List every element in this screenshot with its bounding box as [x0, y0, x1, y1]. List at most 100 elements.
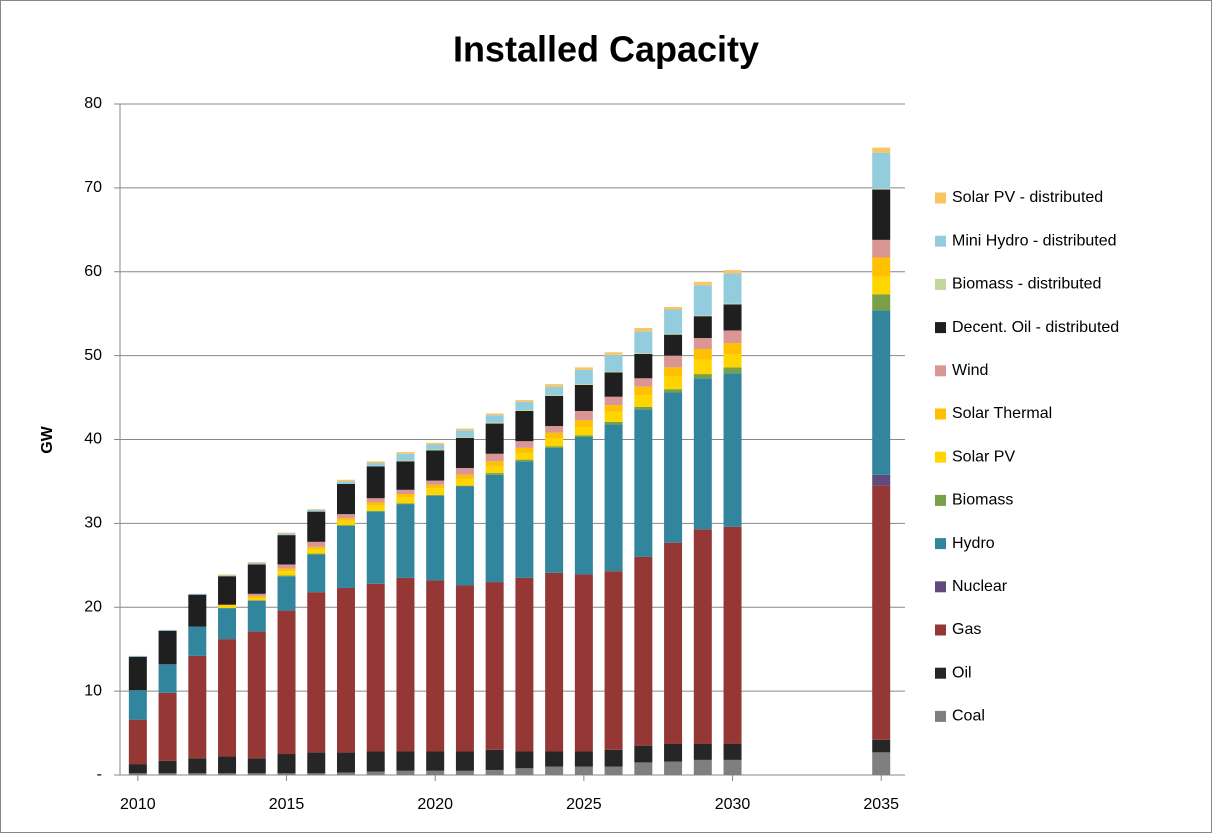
- bar-segment: [485, 582, 504, 750]
- bar-segment: [545, 395, 564, 427]
- bar-segment: [723, 330, 742, 344]
- bar-segment: [485, 423, 504, 454]
- bar-segment: [247, 562, 266, 565]
- bar-segment: [366, 498, 385, 503]
- bar-segment: [664, 542, 683, 744]
- bar-segment: [574, 435, 593, 437]
- bar-segment: [158, 760, 177, 774]
- bar-segment: [426, 450, 445, 481]
- bar-segment: [634, 409, 653, 557]
- bar-segment: [455, 474, 474, 479]
- bar-segment: [396, 461, 415, 490]
- y-tick-label: 50: [84, 347, 102, 364]
- bar-segment: [723, 743, 742, 760]
- bar-segment: [872, 485, 891, 740]
- bar-segment: [247, 593, 266, 597]
- bar-segment: [366, 510, 385, 512]
- y-tick-label: 10: [84, 682, 102, 699]
- bar-segment: [426, 494, 445, 496]
- bar-segment: [218, 575, 237, 577]
- bar-segment: [336, 525, 355, 588]
- bar-segment: [634, 353, 653, 379]
- bar-segment: [307, 553, 326, 555]
- bar-segment: [723, 303, 742, 305]
- bar-segment: [455, 428, 474, 431]
- bar-segment: [634, 762, 653, 775]
- bar-segment: [188, 773, 207, 775]
- bar-segment: [158, 629, 177, 631]
- bar-segment: [485, 415, 504, 423]
- bar-segment: [872, 188, 891, 190]
- bar-segment: [277, 610, 296, 755]
- bar-segment: [723, 270, 742, 274]
- bar-segment: [872, 276, 891, 295]
- bar-segment: [693, 529, 712, 744]
- bar-segment: [634, 556, 653, 746]
- bar-segment: [336, 481, 355, 484]
- bar-segment: [664, 389, 683, 393]
- x-tick-label: 2020: [417, 796, 453, 813]
- bar-segment: [515, 447, 534, 453]
- legend-label: Biomass: [952, 492, 1013, 509]
- legend-swatch: [935, 192, 946, 204]
- bar-segment: [574, 420, 593, 427]
- bar-segment: [515, 410, 534, 442]
- legend-swatch: [935, 365, 946, 377]
- bar-segment: [723, 759, 742, 775]
- y-tick-label: 20: [84, 598, 102, 615]
- bar-segment: [545, 446, 564, 448]
- legend-label: Gas: [952, 621, 981, 638]
- legend-label: Mini Hydro - distributed: [952, 232, 1117, 249]
- bar-segment: [455, 468, 474, 475]
- bar-segment: [872, 239, 891, 258]
- bar-segment: [247, 564, 266, 594]
- bar-segment: [604, 396, 623, 406]
- bar-segment: [396, 494, 415, 498]
- bar-segment: [634, 331, 653, 354]
- bar-segment: [366, 511, 385, 584]
- bar-segment: [604, 421, 623, 425]
- bar-segment: [158, 773, 177, 775]
- bar-segment: [693, 315, 712, 317]
- bar-segment: [574, 410, 593, 421]
- bar-segment: [396, 503, 415, 505]
- bar-segment: [574, 436, 593, 575]
- legend-label: Solar Thermal: [952, 405, 1052, 422]
- bar-segment: [426, 449, 445, 451]
- bar-segment: [664, 376, 683, 390]
- bar-segment: [366, 771, 385, 775]
- bar-segment: [604, 571, 623, 750]
- legend-swatch: [935, 624, 946, 636]
- bar-segment: [723, 304, 742, 331]
- bar-segment: [188, 655, 207, 759]
- bar-segment: [634, 406, 653, 410]
- bar-segment: [545, 395, 564, 396]
- bar-segment: [545, 572, 564, 752]
- bar-segment: [723, 373, 742, 527]
- bar-segment: [693, 743, 712, 760]
- bar-segment: [872, 257, 891, 277]
- bar-segment: [247, 631, 266, 759]
- bar-segment: [693, 359, 712, 375]
- legend-swatch: [935, 538, 946, 550]
- bar-segment: [128, 690, 147, 720]
- bar-segment: [307, 509, 326, 512]
- legend-label: Decent. Oil - distributed: [952, 319, 1119, 336]
- y-tick-label: 60: [84, 263, 102, 280]
- bar-segment: [426, 751, 445, 771]
- bar-segment: [872, 474, 891, 486]
- legend-swatch: [935, 322, 946, 334]
- bar-segment: [634, 395, 653, 407]
- bar-segment: [664, 392, 683, 543]
- bar-segment: [574, 426, 593, 436]
- bar-segment: [604, 749, 623, 767]
- legend-label: Solar PV: [952, 448, 1015, 465]
- bar-segment: [693, 285, 712, 316]
- bar-segment: [247, 598, 266, 601]
- bar-segment: [634, 353, 653, 354]
- bar-segment: [664, 367, 683, 377]
- legend-swatch: [935, 451, 946, 463]
- bar-segment: [872, 739, 891, 753]
- bar-segment: [455, 478, 474, 486]
- legend-label: Oil: [952, 664, 972, 681]
